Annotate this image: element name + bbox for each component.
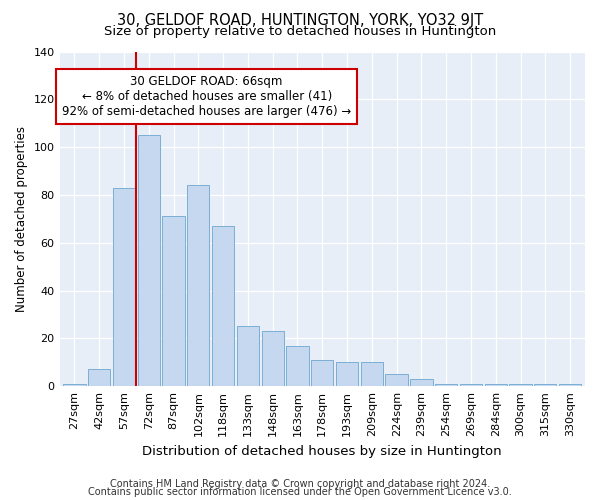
Bar [187,186,209,386]
Bar [534,384,556,386]
Text: Contains public sector information licensed under the Open Government Licence v3: Contains public sector information licen… [88,487,512,497]
Bar [509,384,532,386]
Bar [286,346,308,386]
Bar [559,384,581,386]
Bar [361,362,383,386]
X-axis label: Distribution of detached houses by size in Huntington: Distribution of detached houses by size … [142,444,502,458]
Bar [113,188,135,386]
Bar [212,226,234,386]
Bar [385,374,408,386]
Bar [137,135,160,386]
Bar [163,216,185,386]
Bar [336,362,358,386]
Bar [262,331,284,386]
Text: Contains HM Land Registry data © Crown copyright and database right 2024.: Contains HM Land Registry data © Crown c… [110,479,490,489]
Bar [237,326,259,386]
Text: 30, GELDOF ROAD, HUNTINGTON, YORK, YO32 9JT: 30, GELDOF ROAD, HUNTINGTON, YORK, YO32 … [117,12,483,28]
Bar [63,384,86,386]
Bar [311,360,334,386]
Bar [485,384,507,386]
Bar [410,379,433,386]
Y-axis label: Number of detached properties: Number of detached properties [15,126,28,312]
Bar [88,370,110,386]
Text: Size of property relative to detached houses in Huntington: Size of property relative to detached ho… [104,25,496,38]
Bar [460,384,482,386]
Bar [435,384,457,386]
Text: 30 GELDOF ROAD: 66sqm
← 8% of detached houses are smaller (41)
92% of semi-detac: 30 GELDOF ROAD: 66sqm ← 8% of detached h… [62,75,351,118]
